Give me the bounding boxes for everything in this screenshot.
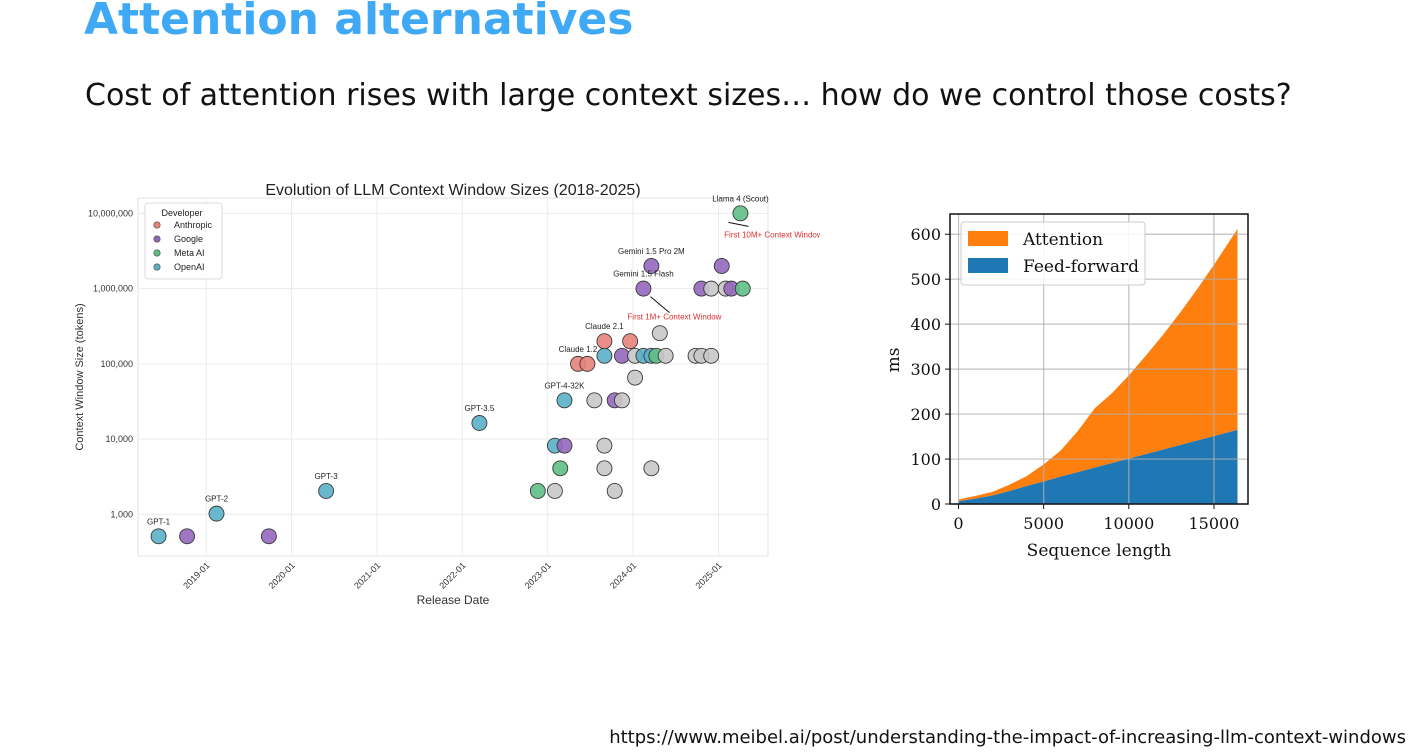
chart1-point [552, 460, 569, 477]
chart1-legend-marker [153, 263, 161, 271]
chart1-point [643, 258, 660, 274]
chart1-point [586, 392, 603, 409]
chart1-point-label: GPT-2 [205, 495, 229, 504]
chart1-point [179, 528, 196, 545]
chart1-legend-label: Meta AI [174, 248, 205, 258]
chart2-legend-swatch [968, 258, 1008, 273]
chart1-point [732, 205, 749, 222]
chart1-point [260, 528, 277, 545]
chart1-legend-title: Developer [161, 208, 202, 218]
chart2-xtick-label: 0 [953, 514, 963, 533]
chart1-point [579, 355, 596, 372]
context-window-chart: Evolution of LLM Context Window Sizes (2… [74, 182, 820, 607]
chart1-legend-marker [153, 235, 161, 243]
chart2-ytick-label: 500 [910, 270, 941, 289]
chart1-point-label: GPT-4-32K [544, 381, 585, 390]
chart1-point [651, 325, 668, 342]
chart1-annotation-arrow [650, 296, 670, 314]
chart1-point [635, 280, 652, 297]
slide-title: Attention alternatives [84, 0, 634, 45]
chart1-point-label: GPT-1 [147, 517, 171, 526]
chart1-point [703, 280, 720, 297]
chart2-ytick-label: 100 [910, 450, 941, 469]
chart2-xtick-label: 15000 [1188, 514, 1239, 533]
chart2-plot-frame [949, 213, 1249, 505]
chart1-point-label: GPT-3.5 [465, 404, 495, 413]
chart1-point [556, 392, 573, 409]
chart1-xtick-label: 2021-01 [352, 560, 382, 590]
chart1-point-label: Llama 4 (Scout) [712, 194, 769, 203]
chart1-point [596, 460, 613, 477]
chart1-point [546, 483, 563, 499]
chart2-xtick-label: 5000 [1023, 514, 1064, 533]
source-link[interactable]: https://www.meibel.ai/post/understanding… [609, 727, 1406, 748]
chart1-point [471, 415, 488, 431]
chart1-legend-label: OpenAI [174, 262, 205, 272]
chart1-xtick-label: 2025-01 [693, 560, 723, 590]
chart1-ytick-label: 10,000 [105, 434, 133, 444]
chart1-point [622, 333, 639, 350]
chart1-xtick-label: 2020-01 [267, 560, 297, 590]
chart2-legend-swatch [968, 231, 1008, 246]
chart2-xtick-label: 10000 [1103, 514, 1154, 533]
chart1-legend-marker [153, 249, 161, 257]
chart1-point-label: Claude 1.2 [559, 345, 598, 354]
chart1-ytick-label: 100,000 [100, 359, 133, 369]
chart2-ytick-label: 400 [910, 315, 941, 334]
chart1-xtick-label: 2022-01 [437, 560, 467, 590]
chart1-point-label: Gemini 1.5 Pro 2M [618, 247, 685, 256]
chart1-legend-marker [153, 221, 161, 229]
chart1-point [734, 280, 751, 297]
chart1-point [627, 369, 643, 386]
chart2-area-feedforward [958, 429, 1238, 504]
chart1-annotation-10m: First 10M+ Context Window [724, 230, 820, 239]
chart1-point [208, 505, 225, 522]
chart1-ytick-label: 10,000,000 [88, 208, 133, 218]
chart1-point [713, 258, 730, 274]
chart1-point [318, 483, 335, 499]
slide-subtitle: Cost of attention rises with large conte… [85, 78, 1292, 113]
chart1-point [606, 483, 623, 499]
attention-cost-chart: 0 5000 10000 15000 0 100 200 300 400 500 600 Sequ… [884, 213, 1249, 561]
chart1-xtick-label: 2019-01 [181, 560, 211, 590]
chart1-point [703, 347, 720, 364]
chart1-point [529, 483, 546, 499]
chart2-ylabel: ms [884, 348, 904, 373]
chart2-ytick-label: 0 [931, 495, 941, 514]
chart1-point [150, 528, 167, 545]
chart1-point [643, 460, 660, 477]
chart2-ytick-label: 300 [910, 360, 941, 379]
chart2-legend-label: Feed-forward [1023, 257, 1139, 277]
chart1-xlabel: Release Date [417, 593, 490, 607]
chart1-xtick-label: 2023-01 [523, 560, 553, 590]
chart2-ytick-label: 200 [910, 405, 941, 424]
chart1-ytick-label: 1,000,000 [93, 284, 133, 294]
chart1-point-label: Gemini 1.5 Flash [613, 270, 673, 279]
chart1-point [614, 392, 630, 409]
chart2-xlabel: Sequence length [1027, 541, 1172, 561]
chart2-ytick-label: 600 [910, 225, 941, 244]
chart1-legend-label: Anthropic [174, 220, 213, 230]
chart1-point [556, 437, 573, 454]
chart1-legend-label: Google [174, 234, 203, 244]
chart1-ylabel: Context Window Size (tokens) [74, 303, 86, 450]
chart1-point-label: Claude 2.1 [585, 322, 624, 331]
chart1-point [596, 347, 613, 364]
chart1-point [596, 437, 613, 454]
chart1-annotation-1m: First 1M+ Context Window [627, 313, 721, 322]
chart1-point-label: GPT-3 [315, 472, 339, 481]
chart1-annotation-arrow [728, 221, 749, 227]
chart2-area-attention [958, 228, 1238, 502]
chart1-point [596, 333, 613, 350]
chart1-ytick-label: 1,000 [110, 509, 133, 519]
chart2-legend: Attention Feed-forward [960, 221, 1146, 286]
chart2-legend-label: Attention [1022, 230, 1103, 250]
chart1-point [657, 347, 674, 364]
chart1-xtick-label: 2024-01 [608, 560, 638, 590]
chart1-plot-area [137, 197, 769, 557]
chart1-title: Evolution of LLM Context Window Sizes (2… [265, 182, 640, 199]
chart1-legend: Developer Anthropic Google Meta AI OpenAI [144, 202, 223, 280]
